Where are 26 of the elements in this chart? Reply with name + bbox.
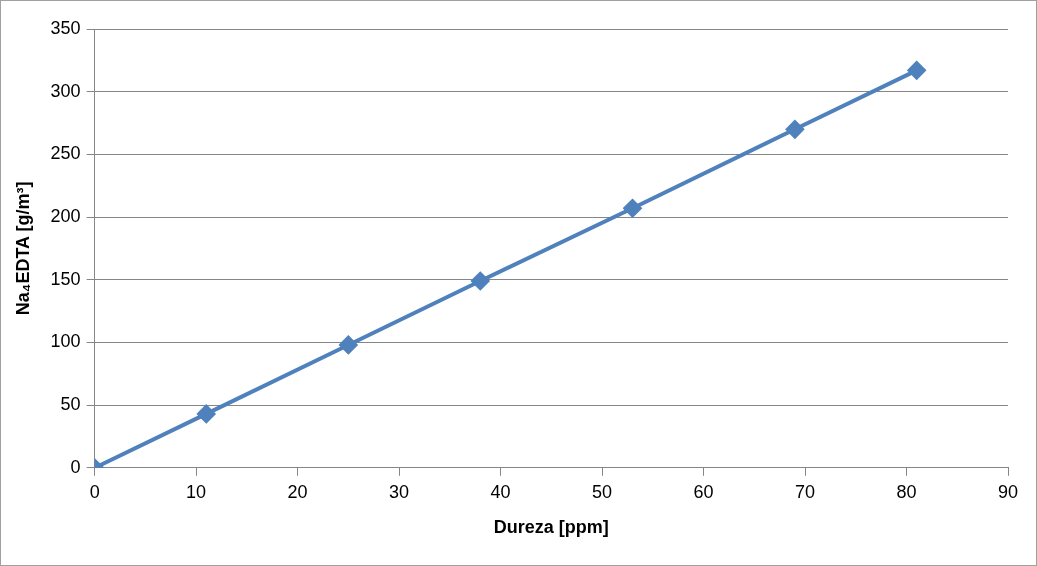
- y-tick-label: 50: [60, 394, 81, 415]
- x-axis-title: Dureza [ppm]: [493, 517, 609, 538]
- x-tick-label: 0: [89, 481, 100, 502]
- x-tick-label: 10: [186, 481, 207, 502]
- y-tick-label: 150: [50, 268, 81, 289]
- point: [339, 335, 358, 354]
- point: [471, 272, 490, 290]
- point: [785, 120, 804, 139]
- x-tick-label: 80: [896, 481, 917, 502]
- y-tick-label: 100: [50, 331, 81, 352]
- point: [907, 61, 926, 80]
- x-tick-label: 30: [389, 481, 410, 502]
- y-tick-label: 350: [50, 17, 81, 38]
- point: [197, 404, 216, 423]
- x-tick-label: 70: [795, 481, 816, 502]
- y-tick-label: 200: [50, 206, 81, 227]
- point: [623, 199, 642, 218]
- y-tick-label: 250: [50, 143, 81, 164]
- x-tick-label: 40: [490, 481, 511, 502]
- x-tick-label: 50: [592, 481, 613, 502]
- x-tick-label: 60: [693, 481, 714, 502]
- y-tick-label: 300: [50, 80, 81, 101]
- y-tick-label: 0: [70, 456, 81, 477]
- y-axis-title: Na₄EDTA [g/m³]: [12, 181, 33, 316]
- x-tick-label: 20: [287, 481, 308, 502]
- x-tick-label: 90: [997, 481, 1019, 502]
